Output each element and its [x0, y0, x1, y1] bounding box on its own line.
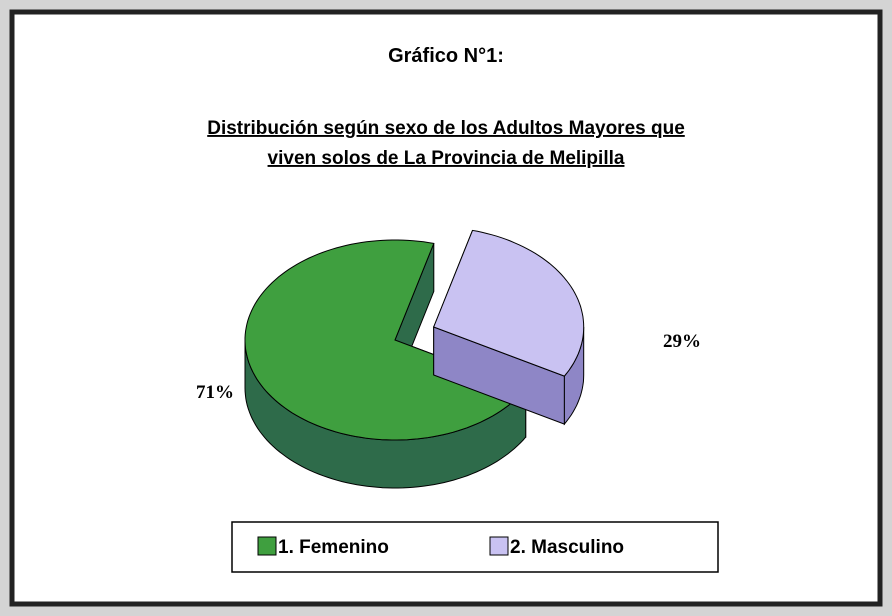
- slice: [244, 239, 527, 441]
- chart-title: Gráfico N°1:: [388, 45, 504, 67]
- legend-swatch: [257, 536, 277, 556]
- data-label: 71%: [196, 382, 234, 403]
- chart-subtitle: Distribución según sexo de los Adultos M…: [207, 118, 685, 139]
- slice: [433, 229, 585, 377]
- chart-subtitle: viven solos de La Provincia de Melipilla: [268, 148, 625, 169]
- data-label: 29%: [663, 331, 701, 352]
- legend-box: [231, 521, 719, 573]
- legend-label: 1. Femenino: [278, 537, 389, 558]
- legend-label: 2. Masculino: [510, 537, 624, 558]
- legend-swatch: [489, 536, 509, 556]
